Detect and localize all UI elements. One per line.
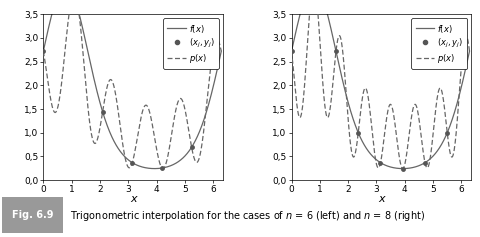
FancyBboxPatch shape xyxy=(0,195,65,235)
Text: Trigonometric interpolation for the cases of $n$ = 6 (left) and $n$ = 8 (right): Trigonometric interpolation for the case… xyxy=(70,209,424,223)
X-axis label: x: x xyxy=(377,194,384,204)
Legend: $f(x)$, $(x_j, y_j)$, $p(x)$: $f(x)$, $(x_j, y_j)$, $p(x)$ xyxy=(163,18,218,69)
X-axis label: x: x xyxy=(130,194,136,204)
Text: Fig. 6.9: Fig. 6.9 xyxy=(12,210,53,220)
Legend: $f(x)$, $(x_j, y_j)$, $p(x)$: $f(x)$, $(x_j, y_j)$, $p(x)$ xyxy=(410,18,466,69)
